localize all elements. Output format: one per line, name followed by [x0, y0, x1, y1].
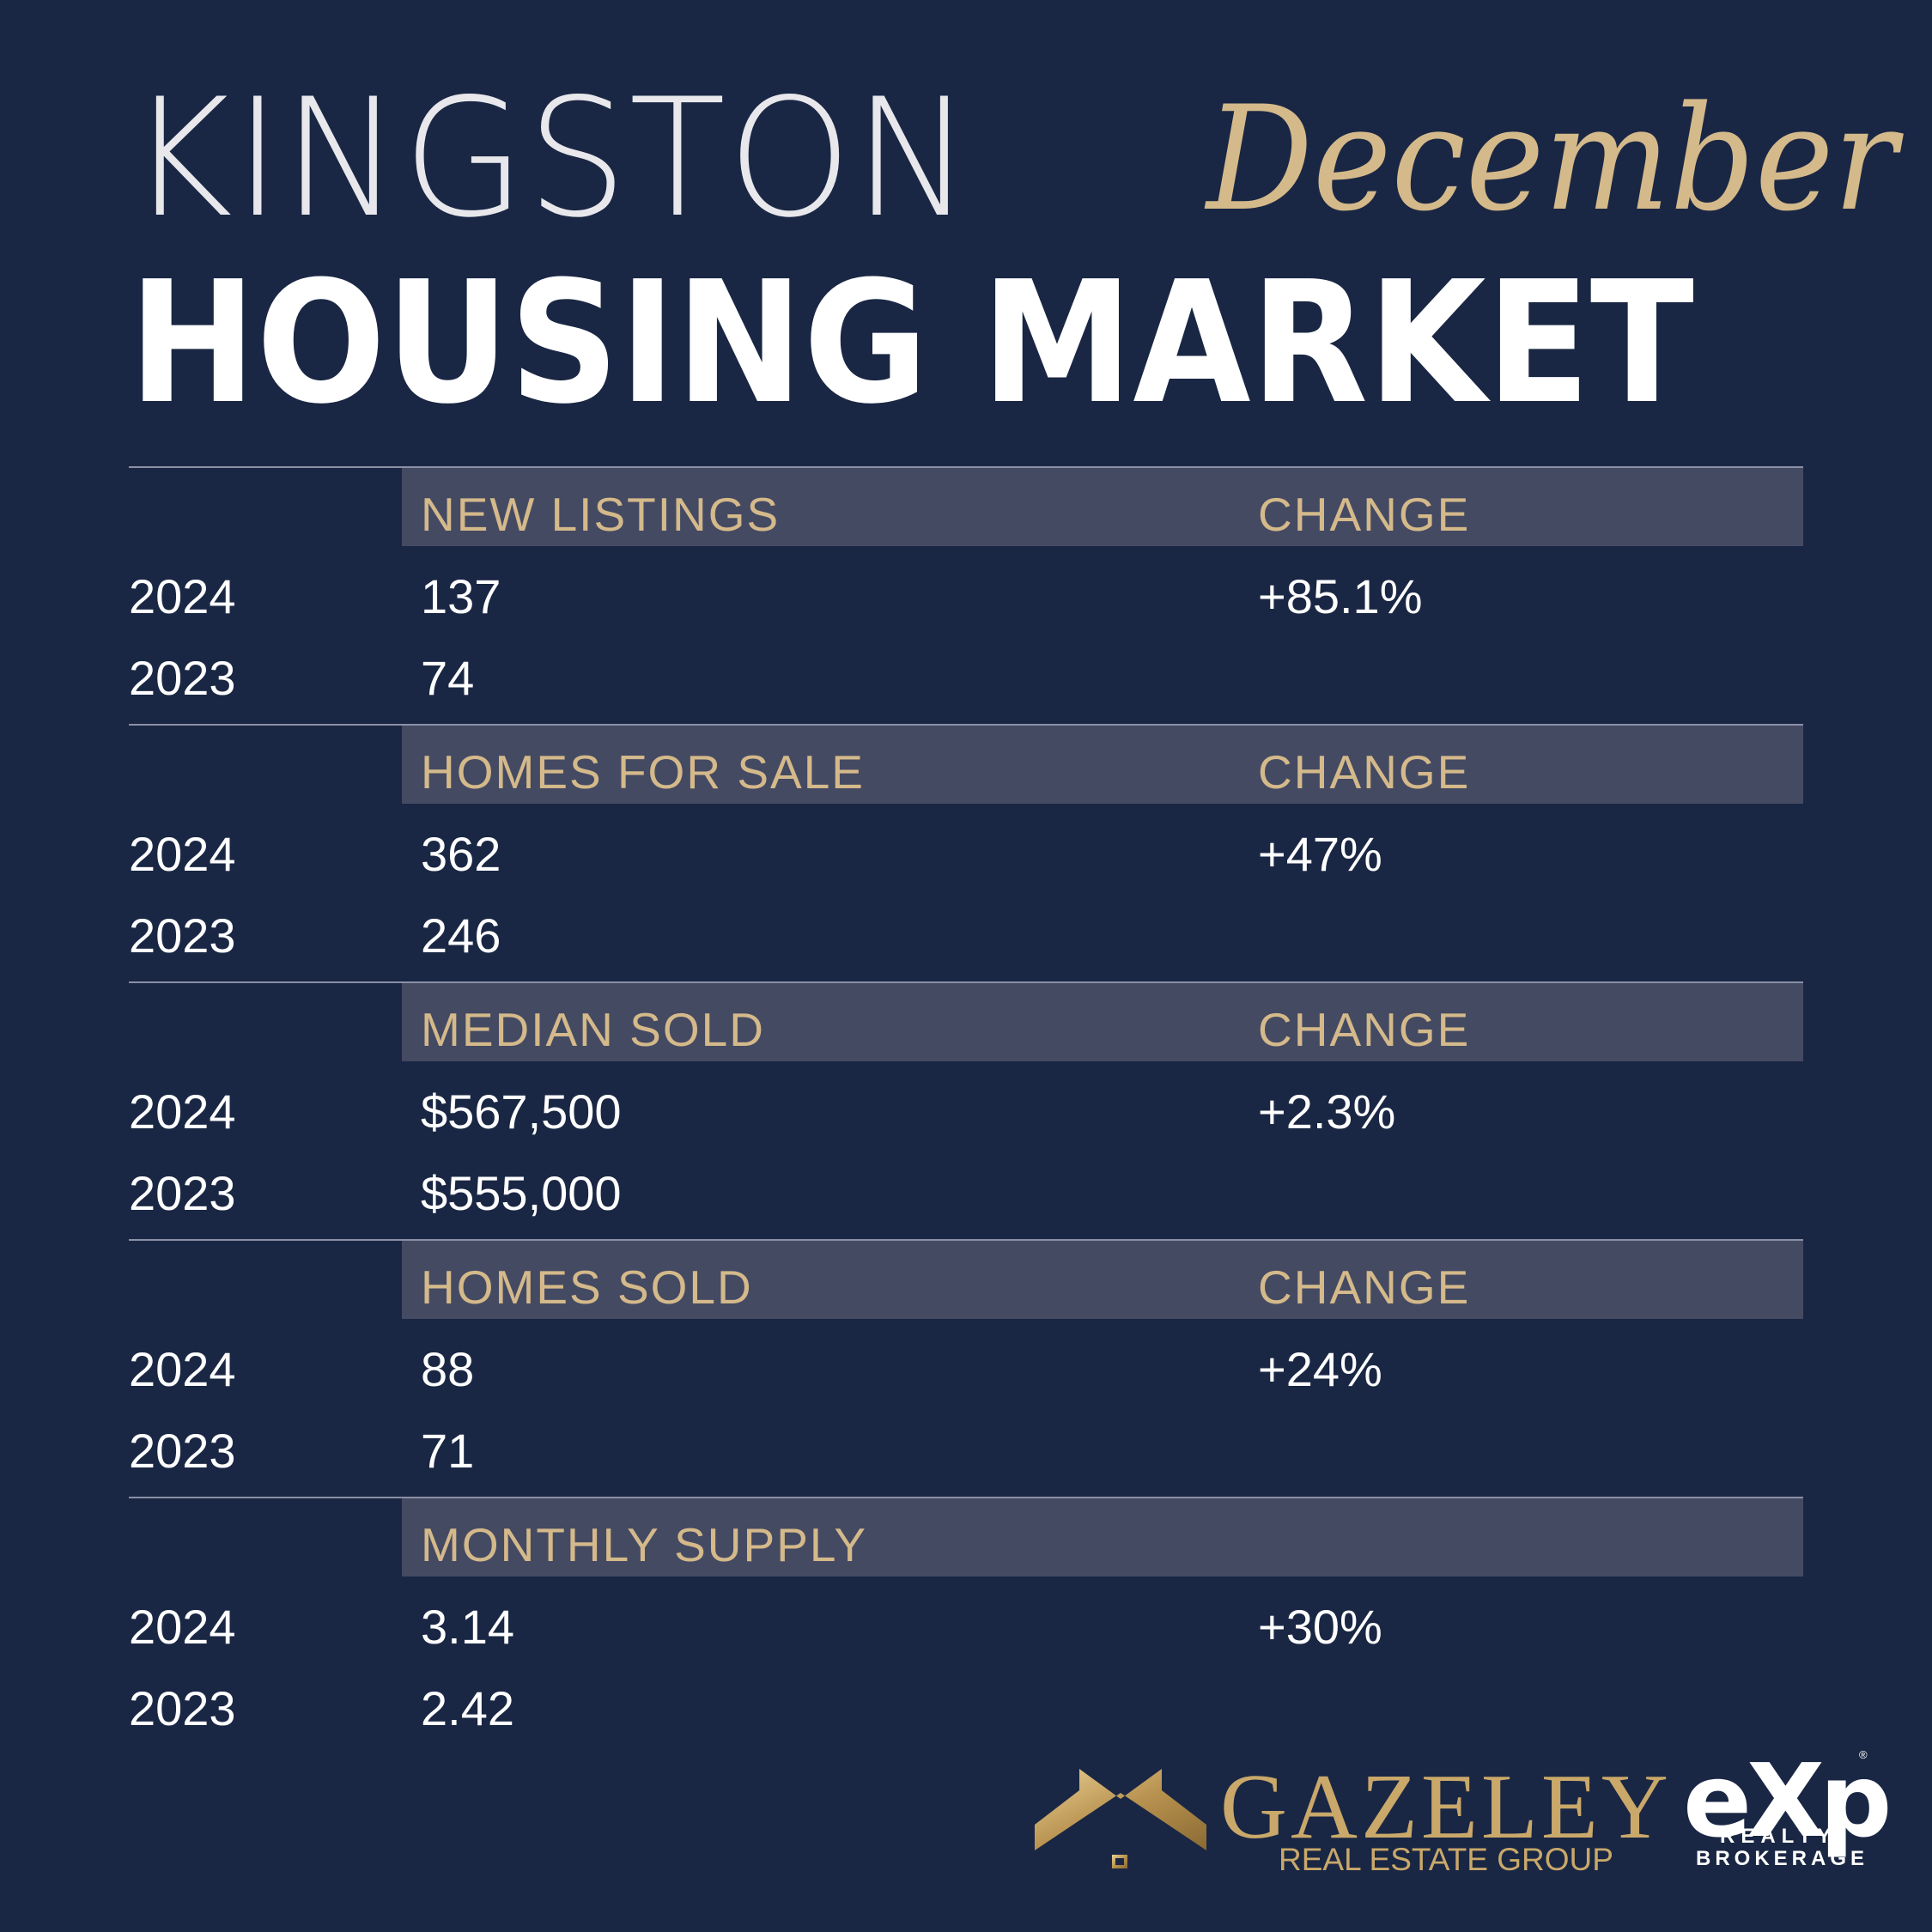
row-value: 74	[421, 651, 475, 705]
brand-subtitle: REAL ESTATE GROUP	[1279, 1842, 1613, 1877]
row-year: 2023	[129, 651, 236, 705]
section-category: HOMES SOLD	[421, 1261, 753, 1314]
section-new-listings: NEW LISTINGS CHANGE 2024 137 +85.1% 2023…	[129, 466, 1803, 724]
section-category: MEDIAN SOLD	[421, 1003, 765, 1056]
change-header: CHANGE	[1258, 488, 1471, 541]
row-value: $567,500	[421, 1084, 622, 1139]
row-change: +24%	[1258, 1342, 1382, 1396]
row-change: +85.1%	[1258, 569, 1423, 623]
change-header: CHANGE	[1258, 745, 1471, 799]
row-change: +2.3%	[1258, 1084, 1396, 1139]
row-year: 2024	[129, 827, 236, 881]
section-header-band	[402, 1498, 1803, 1577]
row-value: 88	[421, 1342, 475, 1396]
section-header-band	[402, 726, 1803, 804]
row-year: 2023	[129, 1681, 236, 1735]
exp-subtitle-brokerage: BROKERAGE	[1696, 1847, 1869, 1870]
section-homes-sold: HOMES SOLD CHANGE 2024 88 +24% 2023 71	[129, 1239, 1803, 1497]
row-year: 2024	[129, 1600, 236, 1654]
section-category: MONTHLY SUPPLY	[421, 1518, 868, 1571]
row-value: 3.14	[421, 1600, 514, 1654]
section-homes-for-sale: HOMES FOR SALE CHANGE 2024 362 +47% 2023…	[129, 724, 1803, 981]
row-value: 246	[421, 908, 501, 963]
row-value: 71	[421, 1424, 475, 1478]
row-year: 2023	[129, 1166, 236, 1220]
registered-mark: ®	[1859, 1748, 1868, 1761]
row-year: 2023	[129, 1424, 236, 1478]
divider	[129, 981, 1803, 983]
divider	[129, 724, 1803, 726]
section-category: NEW LISTINGS	[421, 488, 781, 541]
brand-name: GAZELEY	[1220, 1756, 1672, 1858]
change-header: CHANGE	[1258, 1261, 1471, 1314]
section-monthly-supply: MONTHLY SUPPLY 2024 3.14 +30% 2023 2.42	[129, 1497, 1803, 1754]
divider	[129, 1239, 1803, 1241]
row-year: 2024	[129, 569, 236, 623]
section-header-band	[402, 1241, 1803, 1319]
row-year: 2023	[129, 908, 236, 963]
divider	[129, 466, 1803, 468]
gazeley-logo: GAZELEY REAL ESTATE GROUP	[1035, 1752, 1668, 1880]
house-roof-icon	[1035, 1769, 1206, 1868]
city-title: KINGSTON	[129, 64, 974, 253]
exp-logo: eXp	[1683, 1741, 1892, 1860]
row-change: +30%	[1258, 1600, 1382, 1654]
row-year: 2024	[129, 1084, 236, 1139]
row-value: 362	[421, 827, 501, 881]
row-value: 2.42	[421, 1681, 514, 1735]
change-header: CHANGE	[1258, 1003, 1471, 1056]
section-median-sold: MEDIAN SOLD CHANGE 2024 $567,500 +2.3% 2…	[129, 981, 1803, 1239]
month-title: December	[1206, 75, 1898, 243]
exp-subtitle-realty: REALTY	[1720, 1825, 1838, 1848]
section-header-band	[402, 983, 1803, 1061]
section-category: HOMES FOR SALE	[421, 745, 865, 799]
row-year: 2024	[129, 1342, 236, 1396]
title-row: KINGSTON December	[129, 64, 1897, 253]
row-value: 137	[421, 569, 501, 623]
divider	[129, 1497, 1803, 1498]
row-value: $555,000	[421, 1166, 622, 1220]
headline: HOUSING MARKET	[129, 246, 1694, 441]
row-change: +47%	[1258, 827, 1382, 881]
section-header-band	[402, 468, 1803, 546]
